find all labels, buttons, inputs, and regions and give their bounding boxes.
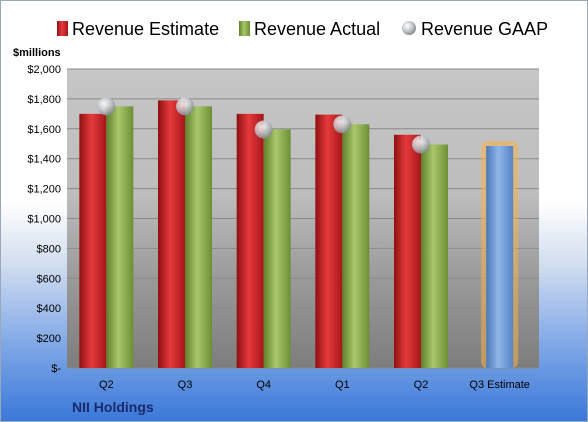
legend-label-revenue-actual: Revenue Actual bbox=[254, 19, 380, 39]
bar-revenue-actual-1 bbox=[185, 106, 212, 368]
legend-label-revenue-gaap: Revenue GAAP bbox=[421, 19, 548, 39]
y-axis-unit-label: $millions bbox=[13, 47, 61, 59]
bar-revenue-estimate-2 bbox=[236, 113, 264, 368]
gridlines bbox=[67, 68, 539, 369]
y-tick-label: $200 bbox=[37, 333, 61, 345]
x-tick-label: Q2 bbox=[414, 379, 429, 391]
company-name: NII Holdings bbox=[72, 399, 154, 415]
y-tick-label: $400 bbox=[37, 303, 61, 315]
y-tick-label: $2,000 bbox=[27, 64, 61, 76]
bar-revenue-actual-0 bbox=[106, 106, 134, 368]
y-axis-ticks: $- $200 $400 $600 $800 $1,000 $1,200 $1,400 $1,6… bbox=[27, 64, 61, 375]
legend-label-revenue-estimate: Revenue Estimate bbox=[72, 19, 219, 39]
x-tick-label: Q4 bbox=[256, 379, 271, 391]
bar-revenue-actual-3 bbox=[342, 124, 370, 368]
y-tick-label: $- bbox=[51, 363, 61, 375]
bar-q3-estimate bbox=[486, 145, 514, 368]
x-tick-label: Q3 Estimate bbox=[469, 379, 530, 391]
marker-revenue-gaap-4 bbox=[412, 135, 430, 154]
bar-revenue-estimate-0 bbox=[79, 113, 107, 368]
bar-revenue-actual-2 bbox=[263, 129, 291, 368]
y-tick-label: $1,200 bbox=[27, 184, 61, 196]
x-tick-label: Q1 bbox=[335, 379, 350, 391]
legend-swatch-revenue-estimate bbox=[57, 21, 68, 36]
x-axis-ticks: Q2 Q3 Q4 Q1 Q2 Q3 Estimate bbox=[99, 379, 530, 391]
marker-revenue-gaap-1 bbox=[176, 97, 194, 116]
y-tick-label: $1,400 bbox=[27, 154, 61, 166]
bar-revenue-estimate-3 bbox=[315, 114, 343, 368]
bar-revenue-estimate-4 bbox=[394, 134, 421, 368]
marker-revenue-gaap-0 bbox=[97, 97, 116, 116]
y-tick-label: $1,600 bbox=[27, 124, 61, 136]
y-tick-label: $1,000 bbox=[27, 214, 61, 226]
bar-revenue-estimate-1 bbox=[158, 100, 185, 369]
legend-swatch-revenue-actual bbox=[239, 21, 250, 36]
marker-revenue-gaap-2 bbox=[254, 120, 273, 139]
legend: Revenue Estimate Revenue Actual Revenue … bbox=[57, 19, 548, 39]
y-tick-label: $800 bbox=[37, 243, 61, 255]
legend-marker-revenue-gaap bbox=[402, 21, 416, 35]
marker-revenue-gaap-3 bbox=[333, 115, 352, 134]
bars bbox=[79, 100, 519, 369]
y-tick-label: $600 bbox=[37, 273, 61, 285]
gaap-markers bbox=[97, 97, 430, 154]
bar-revenue-actual-4 bbox=[421, 144, 448, 368]
x-tick-label: Q2 bbox=[99, 379, 114, 391]
y-tick-label: $1,800 bbox=[27, 94, 61, 106]
x-tick-label: Q3 bbox=[178, 379, 193, 391]
